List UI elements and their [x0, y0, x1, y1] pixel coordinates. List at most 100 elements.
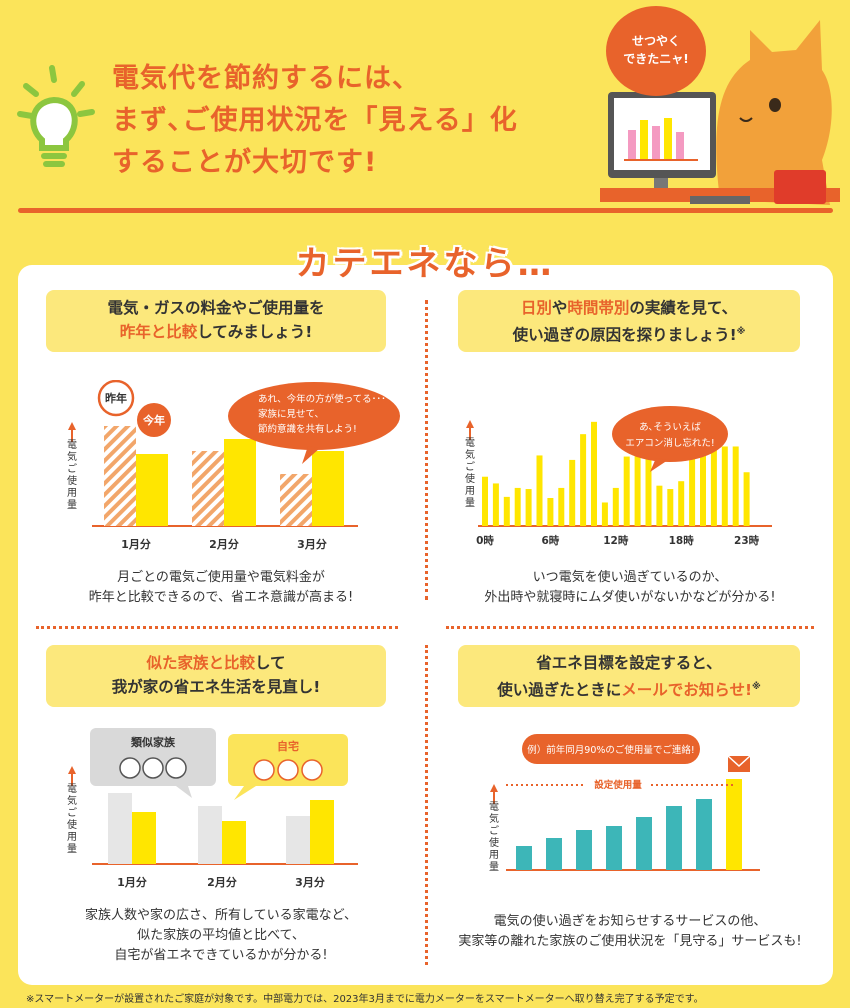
vertical-divider-top — [425, 300, 428, 600]
chart4-speech-text: 例）前年同月90%のご使用量でご連絡! — [527, 744, 694, 756]
panel2-heading-line1: 日別や時間帯別の実績を見て、 — [458, 296, 800, 320]
chart1-ylabel-char: 使 — [67, 474, 77, 487]
chart4-threshold-label-bg — [586, 777, 650, 791]
panel2-heading-em2: 時間帯別 — [567, 299, 630, 317]
chart2-bar-hour — [569, 459, 576, 526]
panel3-desc-line3: 自宅が省エネできているかが分かる! — [114, 948, 328, 963]
chart2-bar-hour — [492, 483, 499, 526]
chart3-bar-similar — [108, 793, 132, 864]
vertical-divider-bottom — [425, 645, 428, 965]
chart1-tick-label: 3月分 — [297, 537, 327, 551]
chart2-tick-label: 0時 — [476, 534, 494, 547]
chart2-ylabel-char: 用 — [465, 486, 475, 497]
chart2-bar-hour — [732, 446, 739, 526]
chart1-bar-lastyear — [280, 474, 312, 526]
chart1-ylabel-char: 電 — [67, 439, 77, 451]
chart4-bar — [546, 838, 562, 870]
chart2-bar-hour — [743, 472, 750, 526]
chart2-tick-label: 23時 — [734, 534, 760, 547]
chart1-ylabel-char: 量 — [67, 499, 77, 511]
chart1-speech-cloud — [228, 382, 400, 450]
panel2-desc-line2: 外出時や就寝時にムダ使いがないかなどが分かる! — [484, 590, 776, 605]
chart4-ylabel-char: 電 — [489, 801, 499, 813]
chart2-bar-hour — [503, 496, 510, 526]
family-face-icon — [119, 757, 141, 779]
headline-line3: することが大切です! — [112, 147, 378, 178]
chart3-ylabel-char: 電 — [67, 783, 77, 795]
headline: 電気代を節約するには、 まず､ご使用状況を「見える」化 することが大切です! — [112, 58, 612, 184]
panel4-heading-line1: 省エネ目標を設定すると、 — [536, 654, 722, 672]
panel3-desc-line2: 似た家族の平均値と比べて、 — [137, 928, 305, 943]
chart2-bar-hour — [667, 489, 674, 526]
horizontal-divider-right — [446, 626, 814, 629]
headline-line1: 電気代を節約するには、 — [112, 63, 420, 94]
panel4-desc-line2: 実家等の離れた家族のご使用状況を「見守る」サービスも! — [458, 934, 802, 949]
panel4-note-mark: ※ — [752, 682, 761, 692]
horizontal-divider-left — [36, 626, 398, 629]
chart3-group-similar-tail — [176, 786, 192, 798]
chart4-arrow-head — [490, 784, 498, 792]
chart3-ylabel-char: 量 — [67, 843, 77, 855]
chart1-ylabel-char: 用 — [67, 488, 77, 499]
panel4-desc-line1: 電気の使い過ぎをお知らせするサービスの他、 — [493, 914, 767, 929]
chart3-group-mine-tail — [234, 786, 256, 800]
panel1-heading-line1: 電気・ガスの料金やご使用量を — [107, 299, 325, 317]
chart2-ylabel-char: 気 — [465, 448, 475, 461]
chart2-bar-hour — [558, 487, 565, 526]
chart2-bar-hour — [580, 434, 587, 526]
chart1-speech-line: 家族に見せて、 — [258, 408, 324, 420]
cat-speech-bubble: せつやく できたニャ! — [606, 6, 706, 96]
chart-target-alert: 電気ご使用量 設定使用量 例）前年同月90%のご使用量でご連絡! — [489, 734, 760, 873]
chart1-tick-label: 1月分 — [121, 537, 151, 551]
chart4-bar — [606, 826, 622, 870]
chart1-bar-thisyear — [224, 439, 256, 526]
chart3-tick-label: 1月分 — [117, 875, 147, 889]
chart2-speech-tail — [650, 458, 668, 472]
chart3-arrow-head — [68, 766, 76, 774]
panel1-heading-post: してみましょう! — [197, 323, 313, 341]
panel1-desc-line2: 昨年と比較できるので、省エネ意識が高まる! — [88, 590, 354, 605]
chart2-ylabel-char: 使 — [465, 472, 475, 485]
chart4-bar — [666, 806, 682, 870]
family-face-icon — [253, 759, 275, 781]
mail-icon-flap — [727, 755, 751, 768]
chart4-threshold-label: 設定使用量 — [594, 779, 642, 791]
chart2-bar-hour — [536, 455, 543, 526]
panel1-desc-line1: 月ごとの電気ご使用量や電気料金が — [117, 570, 325, 585]
chart2-tick-label: 6時 — [541, 534, 559, 547]
chart2-bar-hour — [482, 476, 488, 526]
panel3-heading-line1: 似た家族と比較して — [46, 651, 386, 675]
chart4-speech-bubble — [522, 734, 700, 764]
chart3-bar-mine — [222, 821, 246, 864]
chart4-bar — [636, 817, 652, 870]
chart4-ylabel-char: 気 — [489, 812, 499, 825]
chart1-tag-lastyear-circle — [97, 380, 135, 417]
family-face-icon — [301, 759, 323, 781]
chart2-bar-hour — [612, 487, 619, 526]
chart2-bar-hour — [678, 481, 685, 526]
family-face-icon — [142, 757, 164, 779]
chart1-speech-tail — [302, 446, 320, 464]
panel1-heading-line2: 昨年と比較してみましょう! — [46, 320, 386, 344]
chart1-arrow-head — [68, 422, 76, 430]
panel2-description: いつ電気を使い過ぎているのか、 外出時や就寝時にムダ使いがないかなどが分かる! — [440, 568, 820, 608]
chart3-bar-mine — [310, 800, 334, 864]
footer-note: ※スマートメーターが設置されたご家庭が対象です。中部電力では、2023年3月まで… — [26, 994, 704, 1005]
panel4-description: 電気の使い過ぎをお知らせするサービスの他、 実家等の離れた家族のご使用状況を「見… — [440, 912, 820, 952]
panel3-heading-line2: 我が家の省エネ生活を見直し! — [111, 678, 321, 696]
chart2-ylabel-char: 電 — [465, 437, 475, 449]
panel3-heading: 似た家族と比較して 我が家の省エネ生活を見直し! — [46, 645, 386, 707]
chart2-bar-hour — [591, 421, 597, 526]
panel2-note-mark: ※ — [736, 327, 746, 337]
chart4-bar-over — [726, 779, 742, 870]
cat-speech-line1: せつやく — [631, 34, 680, 48]
chart2-bar-hour — [700, 445, 706, 526]
chart2-tick-label: 12時 — [603, 534, 629, 547]
chart1-tag-thisyear: 今年 — [142, 413, 165, 427]
chart1-speech-line: あれ、今年の方が使ってる･･･ — [258, 393, 386, 405]
chart2-bar-hour — [710, 439, 717, 526]
chart2-speech-line1: あ､そういえば — [639, 422, 701, 433]
panel2-desc-line1: いつ電気を使い過ぎているのか、 — [532, 570, 728, 585]
kateene-title: カテエネなら… — [295, 244, 555, 284]
